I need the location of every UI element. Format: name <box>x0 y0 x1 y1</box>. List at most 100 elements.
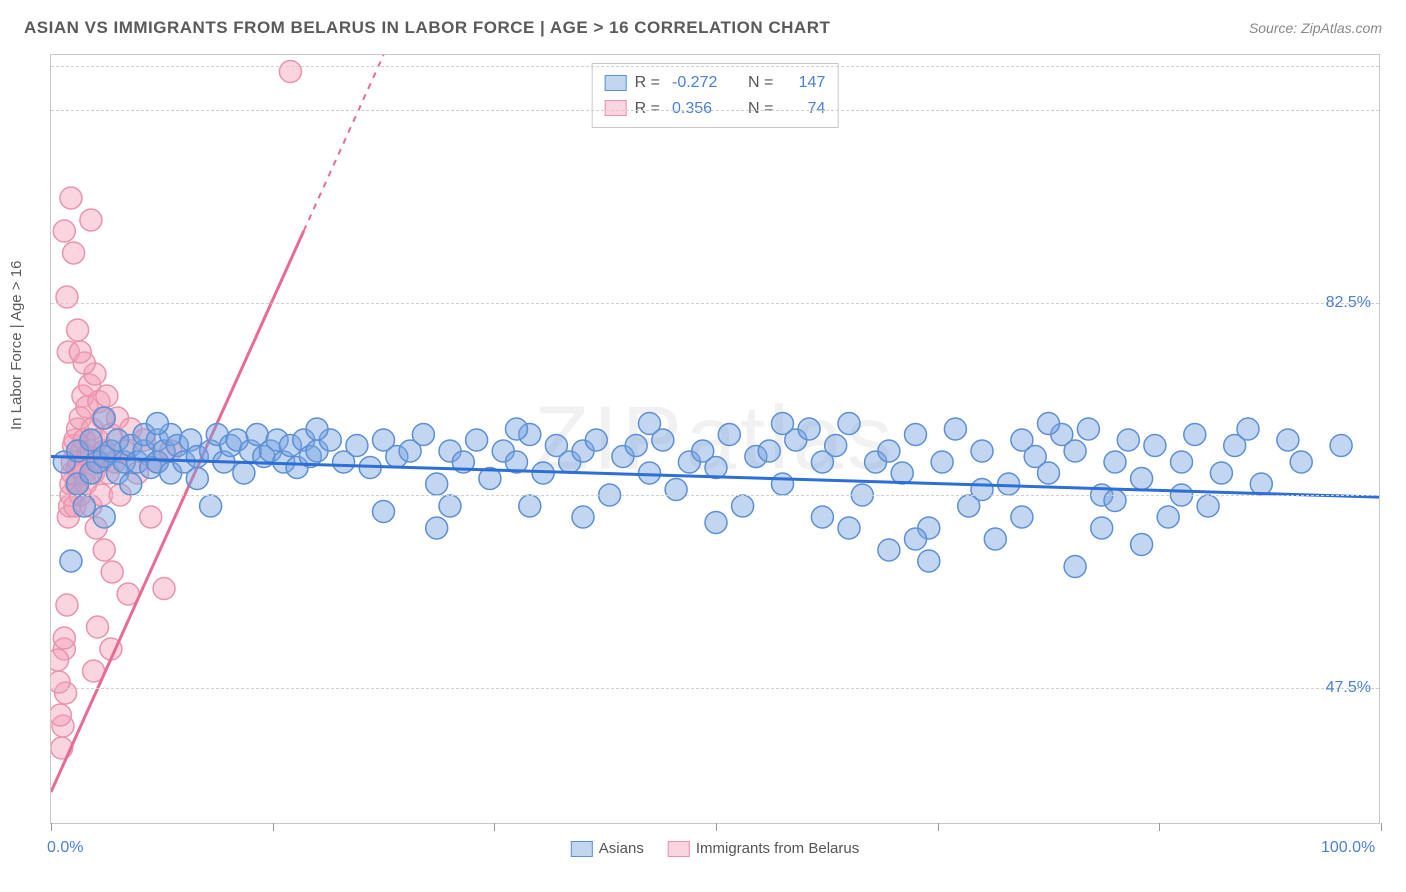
data-point <box>67 319 89 341</box>
legend-r-value: 0.356 <box>672 96 728 122</box>
data-point <box>772 473 794 495</box>
data-point <box>905 528 927 550</box>
data-point <box>60 187 82 209</box>
data-point <box>905 424 927 446</box>
legend-swatch <box>605 75 627 91</box>
legend-correlation: R =-0.272N =147R =0.356N =74 <box>592 63 839 128</box>
data-point <box>56 594 78 616</box>
data-point <box>1157 506 1179 528</box>
data-point <box>426 473 448 495</box>
data-point <box>878 440 900 462</box>
gridline <box>51 495 1379 496</box>
legend-r-label: R = <box>635 70 660 96</box>
data-point <box>984 528 1006 550</box>
y-axis-label: In Labor Force | Age > 16 <box>8 261 25 430</box>
data-point <box>146 413 168 435</box>
data-point <box>1184 424 1206 446</box>
data-point <box>772 413 794 435</box>
data-point <box>373 501 395 523</box>
legend-label: Immigrants from Belarus <box>696 840 859 857</box>
legend-n-value: 147 <box>785 70 825 96</box>
data-point <box>931 451 953 473</box>
legend-label: Asians <box>599 840 644 857</box>
legend-r-label: R = <box>635 96 660 122</box>
data-point <box>53 220 75 242</box>
data-point <box>101 561 123 583</box>
data-point <box>1210 462 1232 484</box>
data-point <box>53 627 75 649</box>
data-point <box>93 407 115 429</box>
data-point <box>80 209 102 231</box>
chart-title: ASIAN VS IMMIGRANTS FROM BELARUS IN LABO… <box>24 18 830 38</box>
data-point <box>718 424 740 446</box>
data-point <box>1104 490 1126 512</box>
data-point <box>1011 506 1033 528</box>
correlation-chart: ZIPatlas R =-0.272N =147R =0.356N =74 As… <box>50 54 1380 824</box>
data-point <box>838 413 860 435</box>
x-tick <box>1159 823 1160 831</box>
data-point <box>426 517 448 539</box>
data-point <box>1038 462 1060 484</box>
x-tick <box>938 823 939 831</box>
legend-swatch <box>571 841 593 857</box>
data-point <box>971 479 993 501</box>
legend-item: Asians <box>571 840 644 857</box>
legend-row: R =-0.272N =147 <box>605 70 826 96</box>
data-point <box>705 512 727 534</box>
x-tick <box>494 823 495 831</box>
data-point <box>1144 435 1166 457</box>
x-tick <box>1381 823 1382 831</box>
data-point <box>1290 451 1312 473</box>
x-tick <box>51 823 52 831</box>
data-point <box>639 462 661 484</box>
data-point <box>69 341 91 363</box>
source-text: Source: ZipAtlas.com <box>1249 20 1382 36</box>
x-tick <box>273 823 274 831</box>
data-point <box>63 242 85 264</box>
data-point <box>120 473 142 495</box>
data-point <box>1091 517 1113 539</box>
data-point <box>1237 418 1259 440</box>
data-point <box>1330 435 1352 457</box>
data-point <box>73 495 95 517</box>
data-point <box>918 550 940 572</box>
data-point <box>878 539 900 561</box>
data-point <box>625 435 647 457</box>
data-point <box>1117 429 1139 451</box>
data-point <box>1064 556 1086 578</box>
y-tick-label: 47.5% <box>1326 679 1371 697</box>
data-point <box>998 473 1020 495</box>
data-point <box>891 462 913 484</box>
legend-swatch <box>668 841 690 857</box>
data-point <box>1277 429 1299 451</box>
data-point <box>60 550 82 572</box>
x-tick-label: 0.0% <box>47 839 83 857</box>
data-point <box>186 468 208 490</box>
data-point <box>519 495 541 517</box>
legend-row: R =0.356N =74 <box>605 96 826 122</box>
data-point <box>1197 495 1219 517</box>
data-point <box>439 495 461 517</box>
legend-swatch <box>605 100 627 116</box>
x-tick-label: 100.0% <box>1321 839 1375 857</box>
data-point <box>412 424 434 446</box>
data-point <box>51 704 71 726</box>
data-point <box>1104 451 1126 473</box>
data-point <box>200 495 222 517</box>
data-point <box>732 495 754 517</box>
y-tick-label: 82.5% <box>1326 294 1371 312</box>
data-point <box>811 506 833 528</box>
data-point <box>838 517 860 539</box>
data-point <box>1077 418 1099 440</box>
legend-n-label: N = <box>748 96 773 122</box>
legend-n-label: N = <box>748 70 773 96</box>
data-point <box>1131 534 1153 556</box>
gridline <box>51 110 1379 111</box>
data-point <box>93 506 115 528</box>
data-point <box>1171 451 1193 473</box>
data-point <box>279 61 301 83</box>
data-point <box>798 418 820 440</box>
data-point <box>971 440 993 462</box>
legend-series: Asians Immigrants from Belarus <box>571 840 859 857</box>
plot-svg <box>51 55 1379 823</box>
